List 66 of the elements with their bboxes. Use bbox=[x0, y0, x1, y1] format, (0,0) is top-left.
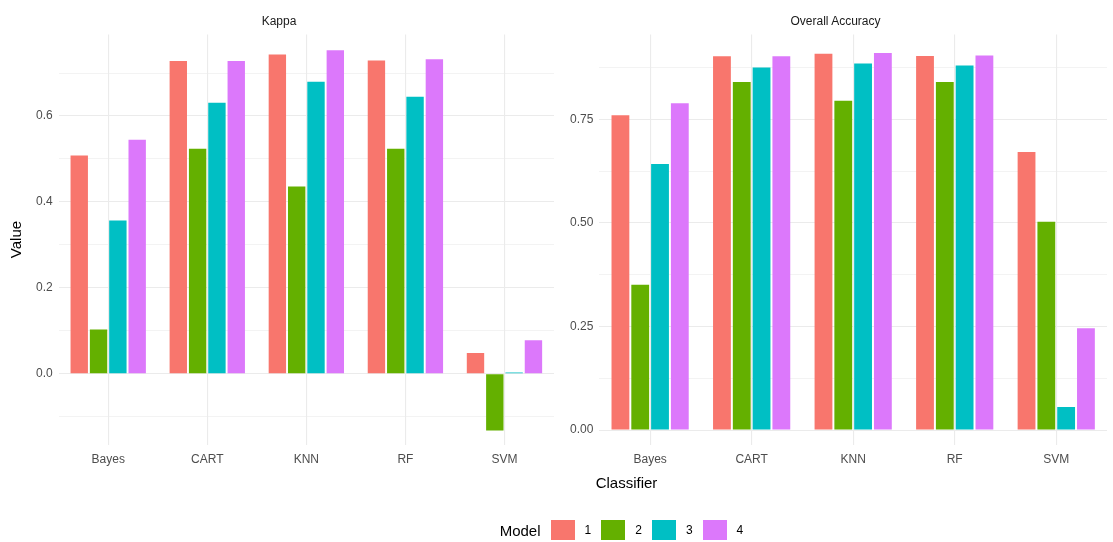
bar bbox=[814, 53, 833, 430]
bar bbox=[651, 164, 669, 430]
legend-label: 1 bbox=[584, 523, 592, 537]
bar bbox=[1037, 221, 1056, 430]
x-tick-label: CART bbox=[191, 452, 225, 467]
x-axis-title: Classifier bbox=[594, 474, 659, 491]
bar bbox=[1057, 406, 1076, 430]
bar bbox=[70, 155, 88, 374]
legend-label: 4 bbox=[736, 523, 744, 537]
bar bbox=[486, 374, 504, 431]
x-tick-label: RF bbox=[946, 452, 963, 467]
bar bbox=[834, 100, 853, 430]
bar bbox=[611, 115, 630, 430]
bar bbox=[975, 55, 994, 430]
y-tick-label: 0.75 bbox=[570, 111, 594, 126]
bar bbox=[772, 56, 791, 430]
bar bbox=[935, 82, 954, 430]
bar bbox=[873, 53, 892, 430]
bar bbox=[916, 55, 934, 430]
bar bbox=[713, 56, 731, 430]
y-tick-label: 0.00 bbox=[570, 422, 594, 437]
bar bbox=[287, 186, 306, 374]
legend-label: 3 bbox=[685, 523, 693, 537]
bar bbox=[387, 148, 405, 374]
chart-title: Overall Accuracy bbox=[790, 13, 881, 28]
y-tick-label: 0.25 bbox=[570, 318, 594, 333]
x-tick-label: KNN bbox=[293, 452, 320, 467]
bar bbox=[1017, 152, 1036, 430]
bar bbox=[631, 284, 650, 430]
bar bbox=[169, 61, 187, 374]
bar bbox=[524, 340, 543, 374]
bar bbox=[670, 103, 689, 430]
chart-title: Kappa bbox=[261, 13, 297, 28]
bar bbox=[307, 81, 325, 374]
legend-label: 2 bbox=[635, 523, 642, 537]
y-tick-label: 0.0 bbox=[35, 366, 53, 381]
bar bbox=[128, 139, 146, 374]
x-tick-label: RF bbox=[397, 452, 414, 467]
bar bbox=[466, 353, 485, 374]
y-tick-label: 0.50 bbox=[570, 215, 594, 230]
bar bbox=[208, 102, 226, 374]
legend-title: Model bbox=[499, 521, 541, 539]
y-tick-label: 0.2 bbox=[35, 280, 53, 295]
y-tick-label: 0.6 bbox=[35, 108, 53, 123]
y-axis-title: Value bbox=[7, 220, 25, 259]
bar bbox=[854, 63, 872, 430]
y-tick-label: 0.4 bbox=[35, 194, 53, 209]
bar bbox=[188, 148, 207, 374]
bar bbox=[406, 96, 424, 374]
x-tick-label: SVM bbox=[491, 452, 518, 467]
bar bbox=[326, 50, 345, 374]
x-tick-label: CART bbox=[735, 452, 769, 467]
bar bbox=[109, 220, 127, 374]
x-tick-label: Bayes bbox=[91, 452, 125, 467]
x-tick-label: SVM bbox=[1043, 452, 1070, 467]
bar bbox=[1077, 328, 1095, 430]
bar bbox=[955, 65, 974, 430]
x-tick-label: Bayes bbox=[633, 452, 667, 467]
bar bbox=[752, 67, 771, 430]
x-tick-label: KNN bbox=[840, 452, 866, 467]
bar bbox=[732, 82, 751, 430]
bar bbox=[227, 61, 245, 374]
bar bbox=[89, 329, 108, 374]
bar bbox=[367, 60, 386, 374]
bar bbox=[425, 59, 444, 374]
bar bbox=[268, 54, 287, 374]
